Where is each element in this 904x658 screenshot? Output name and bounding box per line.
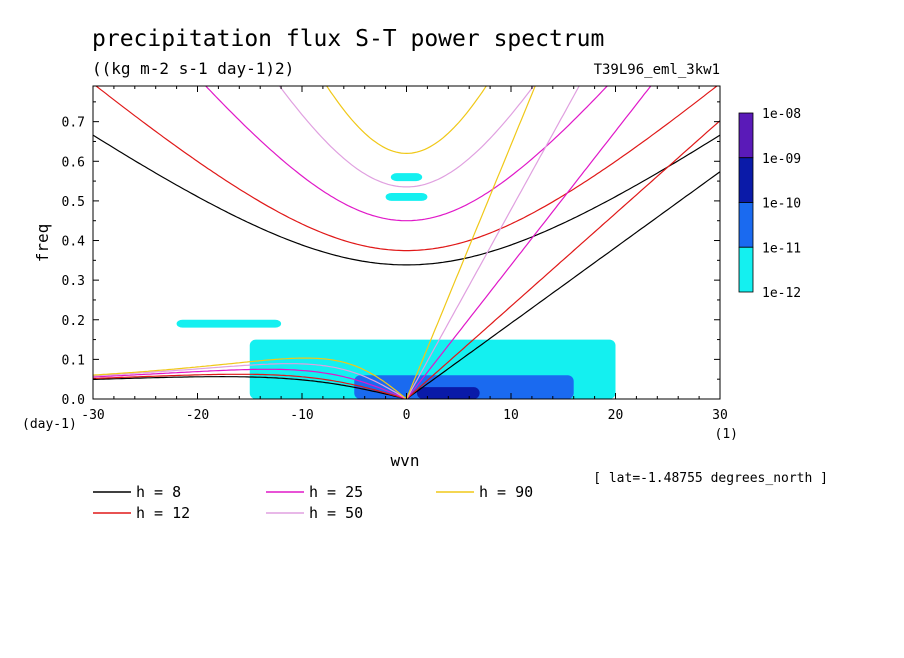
legend-entry-2: h = 25 bbox=[309, 483, 363, 501]
legend-entry-3: h = 50 bbox=[309, 504, 363, 522]
colorbar: 1e-08 1e-09 1e-10 1e-11 1e-12 bbox=[738, 107, 801, 301]
x-tick-label: -30 bbox=[81, 408, 104, 423]
x-tick-label: 10 bbox=[503, 408, 519, 423]
dispersion-curve-er-0 bbox=[93, 376, 407, 399]
y-tick-label: 0.4 bbox=[62, 235, 86, 250]
dispersion-curve-kelvin-0 bbox=[406, 171, 720, 399]
x-tick-label: -10 bbox=[290, 408, 313, 423]
legend-entry-1: h = 12 bbox=[136, 504, 190, 522]
dispersion-curve-er-1 bbox=[93, 373, 407, 399]
dispersion-curve-kelvin-2 bbox=[406, 86, 652, 399]
power-region-0 bbox=[390, 173, 423, 182]
latitude-annotation: [ lat=-1.48755 degrees_north ] bbox=[593, 471, 828, 486]
y-tick-label: 0.5 bbox=[62, 195, 85, 210]
chart-subtitle: ((kg m-2 s-1 day-1)2) bbox=[92, 59, 294, 78]
dispersion-curve-ig-3 bbox=[278, 86, 535, 188]
colorbar-swatch-2 bbox=[738, 202, 754, 248]
legend-entry-4: h = 90 bbox=[479, 483, 533, 501]
run-label: T39L96_eml_3kw1 bbox=[594, 62, 720, 78]
colorbar-level-label: 1e-12 bbox=[762, 286, 801, 301]
dispersion-curve-ig-0 bbox=[93, 134, 720, 266]
dispersion-curve-er-3 bbox=[93, 363, 407, 399]
y-tick-label: 0.6 bbox=[62, 155, 85, 170]
dispersion-curve-er-2 bbox=[93, 368, 407, 399]
colorbar-level-label: 1e-11 bbox=[762, 241, 801, 256]
colorbar-level-label: 1e-08 bbox=[762, 107, 801, 122]
y-tick-label: 0.1 bbox=[62, 353, 85, 368]
x-axis-label: wvn bbox=[391, 451, 420, 470]
x-tick-label: 20 bbox=[608, 408, 624, 423]
y-unit-label: (day-1) bbox=[22, 417, 77, 432]
dispersion-curve-ig-1 bbox=[95, 86, 718, 252]
y-tick-label: 0.2 bbox=[62, 314, 85, 329]
dispersion-curve-kelvin-3 bbox=[405, 86, 580, 399]
legend-entry-0: h = 8 bbox=[136, 483, 181, 501]
dispersion-curve-kelvin-4 bbox=[405, 86, 536, 399]
y-axis-label: freq bbox=[33, 224, 52, 263]
legend: h = 8 h = 12 h = 25 h = 50 h = 90 bbox=[93, 483, 533, 522]
x-unit-label: (1) bbox=[715, 427, 738, 442]
dispersion-curve-er-4 bbox=[93, 357, 407, 399]
power-region-1 bbox=[385, 192, 428, 201]
y-tick-label: 0.7 bbox=[62, 116, 85, 131]
dispersion-curve-ig-2 bbox=[204, 86, 609, 222]
y-tick-label: 0.3 bbox=[62, 274, 85, 289]
dispersion-curves bbox=[93, 86, 720, 399]
x-tick-label: 0 bbox=[403, 408, 411, 423]
dispersion-curve-ig-4 bbox=[325, 86, 488, 155]
colorbar-level-label: 1e-10 bbox=[762, 197, 801, 212]
dispersion-curve-kelvin-1 bbox=[406, 120, 720, 399]
power-region-2 bbox=[176, 319, 282, 328]
colorbar-swatch-0 bbox=[738, 112, 754, 159]
x-tick-label: -20 bbox=[186, 408, 209, 423]
power-region-5 bbox=[416, 387, 480, 399]
colorbar-swatch-1 bbox=[738, 157, 754, 203]
colorbar-swatch-3 bbox=[738, 246, 754, 293]
x-tick-label: 30 bbox=[712, 408, 728, 423]
chart-title: precipitation flux S-T power spectrum bbox=[92, 26, 604, 52]
plot-axes: -30 -20 -10 0 10 20 30 0.0 0.1 0.2 0.3 0.4 0.5 0.6 0.7 bbox=[62, 85, 728, 423]
colorbar-level-label: 1e-09 bbox=[762, 152, 801, 167]
y-tick-label: 0.0 bbox=[62, 393, 85, 408]
